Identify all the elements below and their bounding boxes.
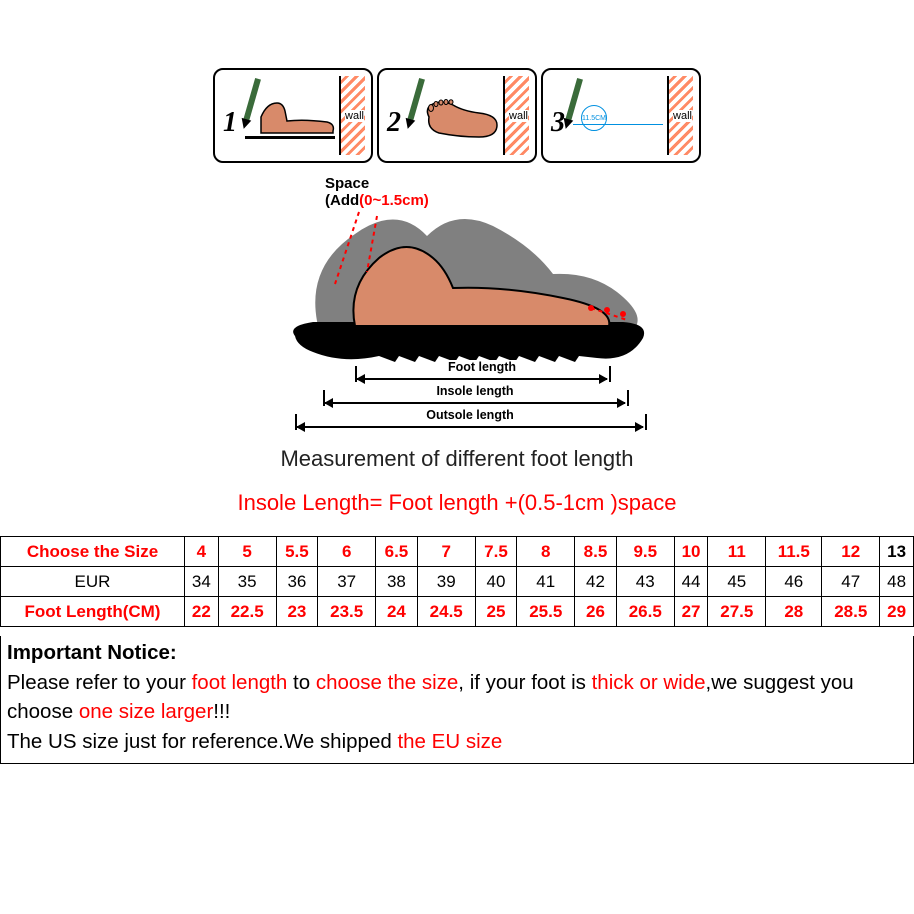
notice-title: Important Notice: <box>7 638 907 668</box>
page-title: Measurement of different foot length <box>0 446 914 472</box>
wall-label: wall <box>673 110 692 122</box>
space-label-1: Space <box>325 175 369 192</box>
foot-length-label: Foot length <box>445 360 519 374</box>
size-chart-table: Choose the Size 4 5 5.5 6 6.5 7 7.5 8 8.… <box>0 536 914 627</box>
step-number: 1 <box>223 107 237 139</box>
wall-label: wall <box>345 110 364 122</box>
insole-length-label: Insole length <box>433 384 516 398</box>
space-callout: Space (Add(0~1.5cm) <box>325 176 429 209</box>
step-3: 3 11.5CM wall <box>541 68 701 163</box>
step-2: 2 wall <box>377 68 537 163</box>
measurement-steps: 1 wall 2 wall 3 11.5CM wall <box>213 68 701 163</box>
step-1: 1 wall <box>213 68 373 163</box>
space-label-2: (Add <box>325 192 359 209</box>
table-row-foot: Foot Length(CM) 22 22.5 23 23.5 24 24.5 … <box>1 597 914 627</box>
wall-label: wall <box>509 110 528 122</box>
measure-value: 11.5CM <box>581 105 607 131</box>
row-label: EUR <box>1 567 185 597</box>
important-notice: Important Notice: Please refer to your f… <box>0 636 914 764</box>
formula: Insole Length= Foot length +(0.5-1cm )sp… <box>0 490 914 516</box>
notice-line-1: Please refer to your foot length to choo… <box>7 668 907 727</box>
space-range: (0~1.5cm) <box>359 192 429 209</box>
outsole-length-label: Outsole length <box>423 408 517 422</box>
foot-side-icon <box>259 97 335 135</box>
foot-top-icon <box>423 99 499 141</box>
baseline <box>245 136 335 139</box>
measure-marks: 11.5CM <box>573 101 663 131</box>
row-label: Foot Length(CM) <box>1 597 185 627</box>
table-row-eur: EUR 34 35 36 37 38 39 40 41 42 43 44 45 … <box>1 567 914 597</box>
shoe-diagram: Space (Add(0~1.5cm) Foot length Insole l… <box>247 176 667 436</box>
notice-line-2: The US size just for reference.We shippe… <box>7 727 907 757</box>
step-number: 2 <box>387 107 401 139</box>
row-label: Choose the Size <box>1 537 185 567</box>
table-row-us: Choose the Size 4 5 5.5 6 6.5 7 7.5 8 8.… <box>1 537 914 567</box>
